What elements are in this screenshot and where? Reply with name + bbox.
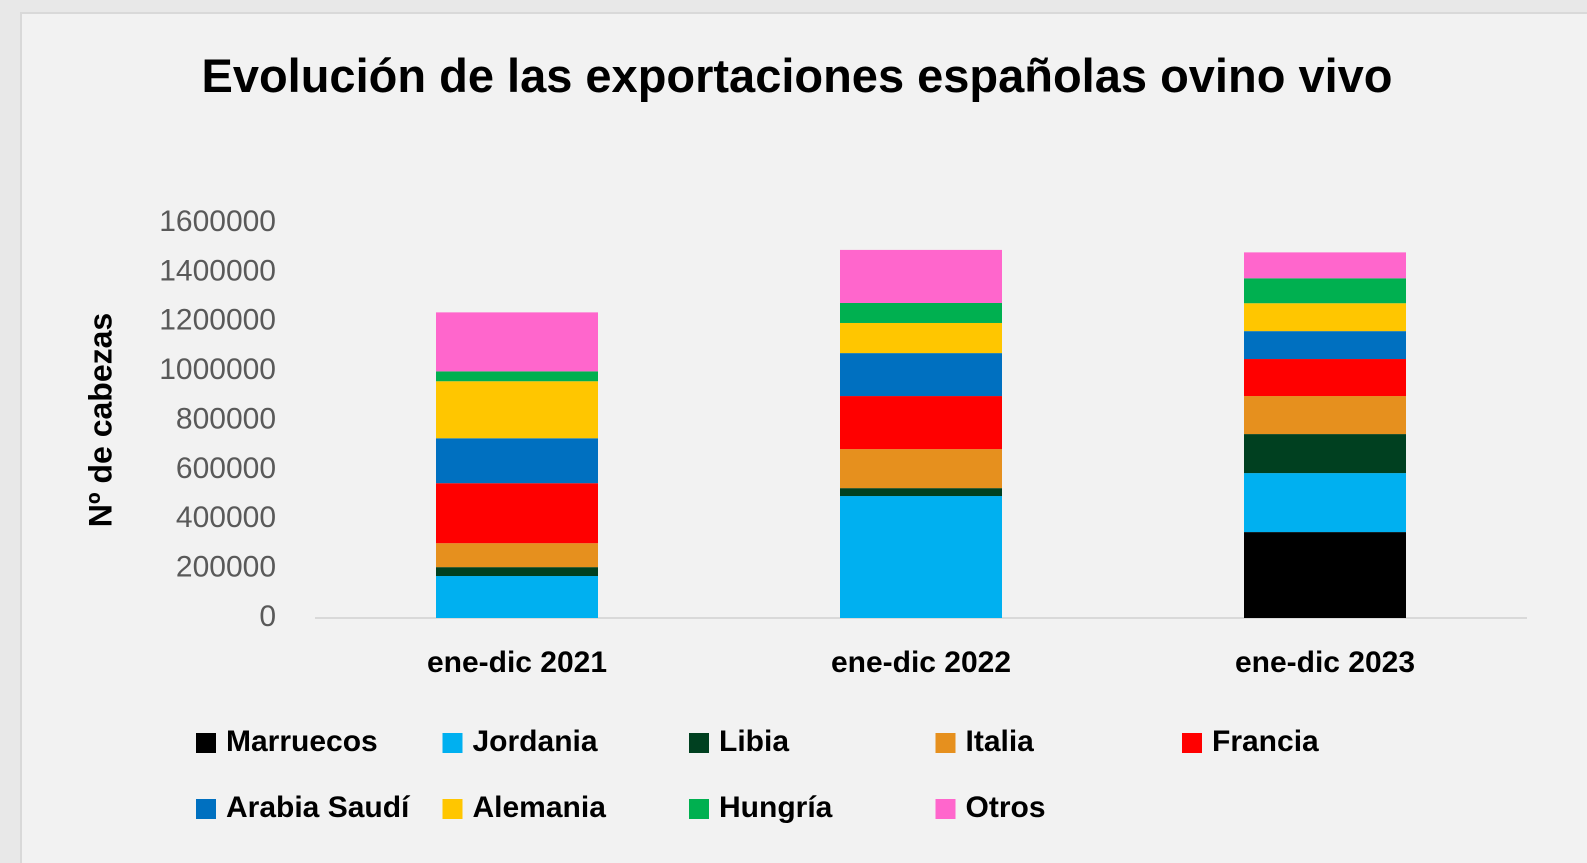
y-tick-label: 400000 — [176, 501, 276, 534]
y-tick-label: 1200000 — [159, 304, 276, 337]
bar-segment — [840, 496, 1002, 618]
legend-swatch — [442, 799, 463, 819]
bar-segment — [1244, 331, 1406, 360]
bar-segment — [1244, 396, 1406, 435]
bar-segment — [840, 249, 1002, 303]
bar-segment — [436, 567, 598, 577]
legend-swatch — [689, 799, 709, 819]
legend-swatch — [935, 799, 956, 819]
y-tick-label: 200000 — [176, 551, 276, 584]
bar-segment — [840, 302, 1002, 323]
bar-segment — [1244, 359, 1406, 397]
y-tick-label: 800000 — [176, 402, 276, 435]
legend-swatch — [935, 733, 956, 753]
bar-segment — [436, 576, 598, 618]
bar-segment — [1244, 473, 1406, 533]
legend-label: Francia — [1212, 725, 1319, 758]
legend-label: Otros — [966, 791, 1046, 824]
legend-label: Marruecos — [226, 725, 378, 758]
chart-title: Evolución de las exportaciones españolas… — [201, 49, 1393, 102]
legend-label: Libia — [719, 725, 789, 758]
y-tick-label: 1000000 — [159, 353, 276, 386]
x-tick-label: ene-dic 2023 — [1235, 646, 1415, 679]
y-tick-label: 1400000 — [159, 254, 276, 287]
bar-segment — [1244, 532, 1406, 618]
legend-label: Arabia Saudí — [226, 791, 411, 824]
y-tick-label: 0 — [259, 600, 276, 633]
bar-segment — [436, 438, 598, 484]
bar-segment — [436, 543, 598, 568]
bar-segment — [1244, 252, 1406, 279]
y-tick-label: 1600000 — [159, 205, 276, 238]
legend-label: Italia — [966, 725, 1035, 758]
legend-label: Jordania — [473, 725, 598, 758]
bar-segment — [840, 322, 1002, 354]
x-tick-label: ene-dic 2022 — [831, 646, 1011, 679]
legend-label: Alemania — [473, 791, 607, 824]
bar-segment — [1244, 434, 1406, 474]
bar-segment — [1244, 303, 1406, 332]
x-tick-label: ene-dic 2021 — [427, 646, 607, 679]
y-tick-label: 600000 — [176, 452, 276, 485]
bar-segment — [436, 483, 598, 544]
legend-swatch — [442, 733, 463, 753]
legend-swatch — [1182, 733, 1202, 753]
bar-segment — [840, 449, 1002, 489]
bar-segment — [436, 371, 598, 382]
bar-segment — [436, 312, 598, 372]
legend-swatch — [689, 733, 709, 753]
legend-swatch — [196, 733, 216, 753]
legend-swatch — [196, 799, 216, 819]
y-axis-label: Nº de cabezas — [82, 313, 118, 527]
bar-segment — [840, 488, 1002, 497]
bar-segment — [436, 381, 598, 439]
bar-segment — [840, 396, 1002, 450]
bar-segment — [840, 353, 1002, 397]
legend-label: Hungría — [719, 791, 833, 824]
bar-segment — [1244, 278, 1406, 304]
